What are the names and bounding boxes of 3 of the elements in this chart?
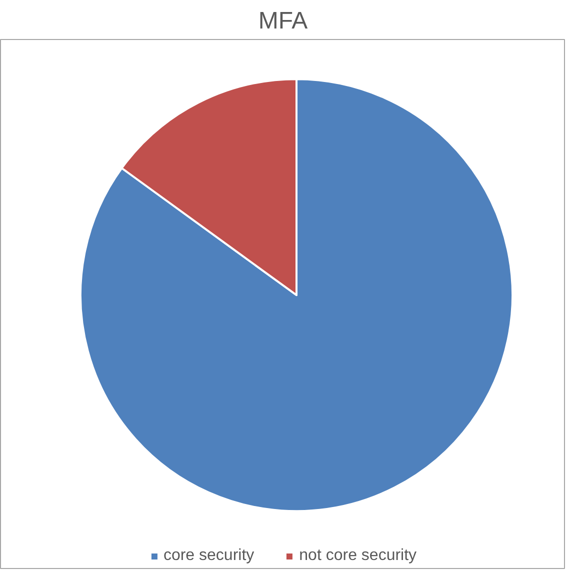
legend-label: core security — [163, 547, 254, 565]
chart-title: MFA — [258, 8, 308, 34]
legend-label: not core security — [299, 547, 417, 565]
